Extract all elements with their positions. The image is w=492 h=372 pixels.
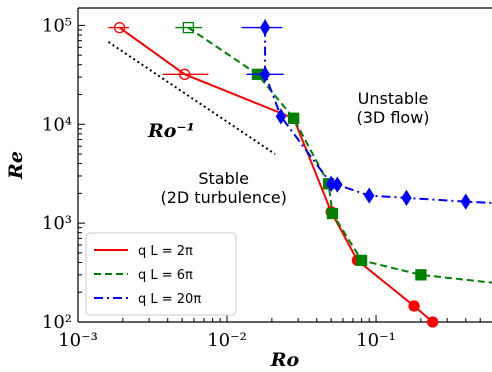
data-point-marker: [408, 300, 420, 312]
y-axis-label: Re: [5, 151, 27, 180]
x-tick-label: 10⁻²: [207, 330, 247, 351]
legend-label: q L = 2π: [138, 244, 193, 259]
annotation-text: (2D turbulence): [160, 188, 286, 207]
legend-label: q L = 6π: [138, 268, 193, 283]
legend-box: [85, 232, 237, 316]
x-tick-label: 10⁻³: [58, 330, 98, 351]
data-point-marker: [326, 207, 339, 220]
data-point-marker: [401, 189, 412, 207]
data-point-marker: [275, 108, 287, 125]
legend: q L = 2π q L = 6π q L = 20π: [85, 232, 237, 316]
series-line: [264, 27, 492, 204]
reference-line-group: Ro⁻¹: [107, 41, 276, 155]
y-tick-label: 10⁴: [42, 114, 72, 135]
series-group: [108, 19, 492, 328]
annotations: Unstable(3D flow) Stable(2D turbulence): [160, 89, 429, 207]
series-3: [241, 19, 492, 210]
x-axis-label: Ro: [270, 349, 300, 371]
legend-label: q L = 20π: [138, 292, 201, 307]
y-tick-label: 10⁵: [42, 15, 72, 36]
y-tick-label: 10³: [42, 213, 72, 234]
reference-line: [107, 41, 276, 155]
annotation-text: Stable: [198, 169, 249, 188]
data-point-marker: [288, 112, 300, 124]
series-line: [187, 26, 492, 284]
data-point-marker: [259, 66, 271, 83]
data-point-marker: [182, 21, 194, 34]
data-point-marker: [113, 21, 126, 34]
data-point-marker: [332, 176, 343, 193]
data-point-marker: [460, 193, 471, 210]
data-point-marker: [427, 316, 439, 328]
data-point-marker: [259, 19, 271, 36]
data-point-marker: [325, 175, 337, 192]
data-point-marker: [355, 254, 368, 267]
y-tick-label: 10²: [42, 312, 72, 333]
data-point-marker: [364, 187, 375, 204]
annotation-text: (3D flow): [357, 108, 430, 127]
reference-line-label: Ro⁻¹: [147, 120, 195, 142]
data-point-marker: [415, 269, 427, 281]
annotation-text: Unstable: [358, 89, 429, 108]
x-tick-label: 10⁻¹: [356, 330, 396, 351]
plot-area: [77, 7, 492, 323]
data-point-marker: [179, 68, 191, 80]
axis-ticks: 10⁻³ 10⁻² 10⁻¹ 10² 10³ 10⁴ 10⁵: [42, 15, 481, 351]
